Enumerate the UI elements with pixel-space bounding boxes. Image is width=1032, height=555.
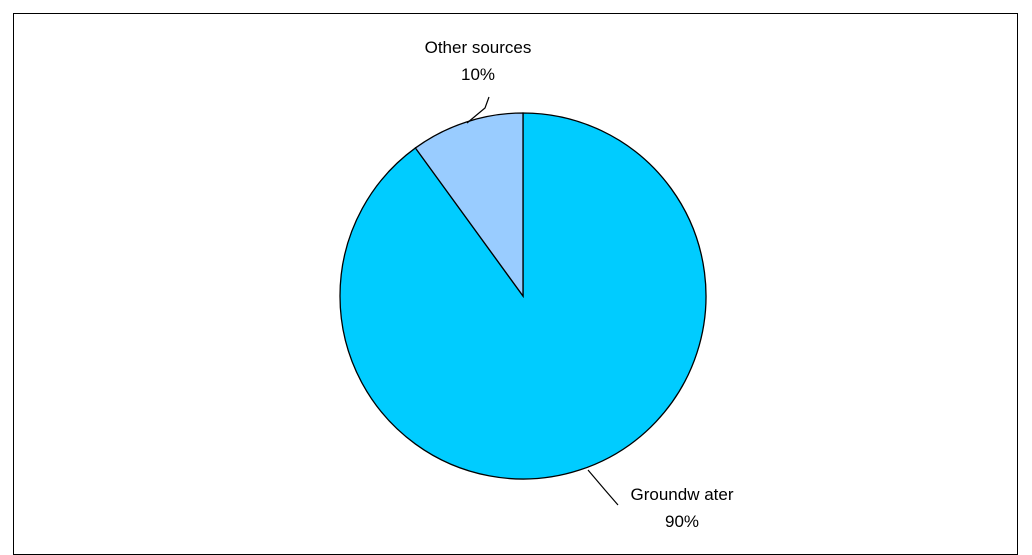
pie-slice-other-sources (414, 112, 524, 299)
label-other-sources: Other sources (425, 38, 532, 57)
label-groundwater: Groundw ater (631, 485, 734, 504)
leader-line-groundwater (587, 469, 619, 506)
pct-other-sources: 10% (461, 65, 495, 84)
pct-groundwater: 90% (665, 512, 699, 531)
leader-line-other-sources (466, 96, 490, 124)
